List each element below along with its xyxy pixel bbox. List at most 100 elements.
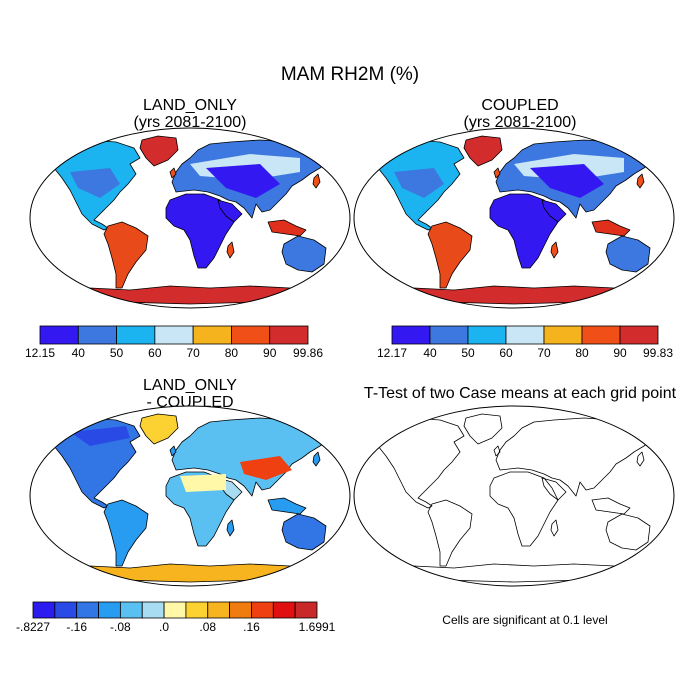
colorbar-tick-label: -.16	[66, 620, 88, 634]
colorbar-swatch	[543, 325, 583, 345]
colorbar-swatch	[391, 325, 431, 345]
colorbar-swatch	[39, 325, 79, 345]
colorbar-tick-label: 80	[224, 346, 239, 360]
rh-band-patch	[394, 168, 444, 198]
colorbar-swatch	[429, 325, 469, 345]
landmass-australia	[281, 513, 327, 551]
colorbar-tick-label: -.8227	[15, 620, 51, 634]
colorbar-swatch	[505, 325, 545, 345]
colorbar-tick-label: 50	[109, 346, 124, 360]
landmass-nz	[659, 265, 667, 279]
landmass-uk	[169, 445, 177, 457]
landmass-eurasia	[495, 417, 655, 497]
colorbar-swatch	[467, 325, 507, 345]
panel-title-line: LAND_ONLY	[143, 97, 237, 114]
colorbar-swatch	[192, 325, 232, 345]
figure-title: MAM RH2M (%)	[280, 64, 420, 85]
landmass-uk	[169, 167, 177, 179]
landmass-australia	[605, 235, 651, 273]
landmass-namerica	[373, 417, 465, 509]
landmass-africa	[489, 471, 559, 547]
landmass-nz	[335, 543, 343, 557]
diff-band-patch	[180, 474, 226, 492]
colorbar-tick-label: 90	[613, 346, 627, 360]
panel-title-land-only: LAND_ONLY (yrs 2081-2100)	[40, 97, 340, 131]
colorbar-swatch	[163, 601, 187, 619]
difference-map	[29, 405, 351, 587]
colorbar-swatch	[231, 325, 271, 345]
landmass-greenland	[139, 135, 179, 167]
landmass-samerica	[427, 499, 473, 567]
colorbar-tick-label: 70	[186, 346, 200, 360]
landmass-madagascar	[226, 519, 235, 537]
landmass-madagascar	[550, 519, 559, 537]
colorbar-tick-label: 12.15	[24, 346, 56, 360]
colorbar-tick-label: 70	[537, 346, 551, 360]
landmass-indonesia	[267, 219, 307, 237]
colorbar-tick-label: .08	[199, 620, 217, 634]
diff-band-patch	[70, 426, 130, 446]
map-border	[353, 127, 675, 309]
colorbar-swatch	[229, 601, 252, 619]
colorbar-swatch	[269, 325, 309, 345]
significance-note: Cells are significant at 0.1 level	[442, 613, 608, 627]
landmass-uk	[493, 167, 501, 179]
colorbar-swatch	[154, 325, 194, 345]
landmass-samerica	[103, 221, 149, 289]
landmass-indonesia	[267, 497, 307, 515]
colorbar-tick-label: 1.6991	[298, 620, 336, 634]
landmass-eurasia	[171, 417, 331, 497]
colorbar-tick-label: 40	[71, 346, 85, 360]
colorbar-swatch	[141, 601, 165, 619]
landmass-greenland	[463, 413, 503, 445]
colorbar-tick-label: .0	[159, 620, 170, 634]
colorbar-tick-label: 50	[461, 346, 475, 360]
rh-band-patch	[206, 164, 280, 198]
colorbar-tick-label: 80	[575, 346, 589, 360]
panel-title-line: (yrs 2081-2100)	[133, 114, 247, 131]
colorbar-cb2	[391, 325, 659, 345]
colorbar-tick-label: .16	[243, 620, 260, 634]
landmass-antarctica	[373, 563, 655, 583]
colorbar-swatch	[116, 325, 156, 345]
colorbar-tick-label: -.08	[110, 620, 131, 634]
rh-band-patch	[530, 164, 604, 198]
landmass-samerica	[103, 499, 149, 567]
diff-band-patch	[240, 456, 292, 480]
land-only-map	[29, 127, 351, 309]
colorbar-swatch	[294, 601, 318, 619]
landmass-uk	[493, 445, 501, 457]
map-border	[29, 127, 351, 309]
panel-title-line: (yrs 2081-2100)	[463, 114, 577, 131]
colorbar-swatch	[119, 601, 143, 619]
panel-title-line: LAND_ONLY	[143, 377, 237, 394]
landmass-arabia	[541, 199, 567, 223]
colorbar-tick-label: 99.86	[292, 346, 324, 360]
colorbar-swatch	[619, 325, 659, 345]
coupled-map	[353, 127, 675, 309]
panel-title-line: COUPLED	[481, 97, 559, 114]
colorbar-swatch	[185, 601, 209, 619]
landmass-arabia	[217, 199, 243, 223]
colorbar-swatch	[272, 601, 296, 619]
landmass-australia	[605, 513, 651, 551]
colorbar-swatch	[251, 601, 274, 619]
colorbar-swatch	[581, 325, 621, 345]
map-border	[353, 405, 675, 587]
landmass-greenland	[463, 135, 503, 167]
landmass-japan	[636, 451, 645, 467]
landmass-greenland	[139, 413, 179, 445]
landmass-nz	[659, 543, 667, 557]
landmass-africa	[165, 193, 235, 269]
landmass-madagascar	[226, 241, 235, 259]
panel-title-ttest: T-Test of two Case means at each grid po…	[355, 385, 685, 402]
map-border	[29, 405, 351, 587]
colorbar-swatch	[77, 325, 117, 345]
colorbar-cb3	[32, 601, 318, 619]
panel-title-coupled: COUPLED (yrs 2081-2100)	[370, 97, 670, 131]
colorbar-tick-label: 12.17	[376, 346, 408, 360]
ttest-map	[353, 405, 675, 587]
colorbar-tick-label: 60	[499, 346, 513, 360]
colorbar-swatch	[32, 601, 56, 619]
